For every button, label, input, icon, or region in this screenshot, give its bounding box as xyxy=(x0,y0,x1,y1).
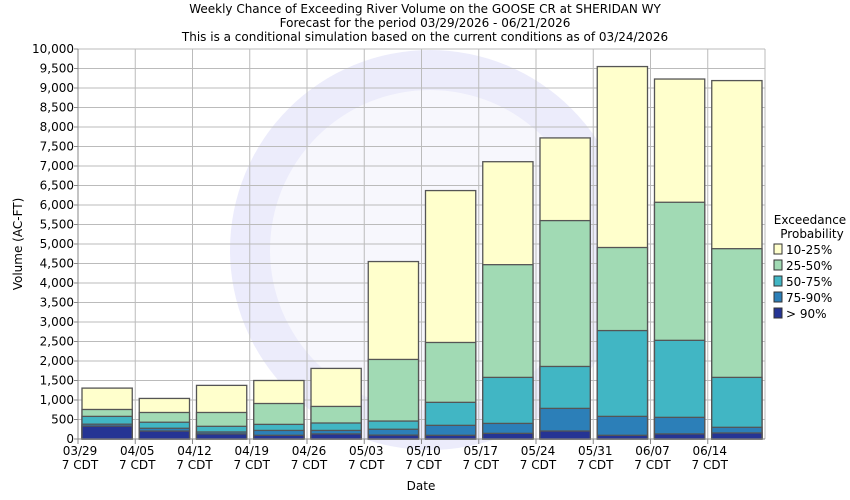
y-tick-label: 1,500 xyxy=(40,374,74,388)
x-tick-label: 05/17 xyxy=(463,444,498,458)
x-tick-label: 05/03 xyxy=(349,444,384,458)
bar-segment--90- xyxy=(711,432,763,440)
legend-label: 10-25% xyxy=(786,243,832,257)
x-tick-label: 04/26 xyxy=(292,444,327,458)
legend-swatch xyxy=(773,291,783,303)
legend-label: 75-90% xyxy=(786,291,832,305)
x-tick-sublabel: 7 CDT xyxy=(634,458,671,472)
x-tick-label: 04/12 xyxy=(177,444,212,458)
x-tick-label: 05/10 xyxy=(406,444,441,458)
x-tick-sublabel: 7 CDT xyxy=(577,458,614,472)
bar-segment--90- xyxy=(138,430,191,440)
x-tick-label: 03/29 xyxy=(63,444,98,458)
x-tick-label: 04/19 xyxy=(234,444,269,458)
y-tick-label: 1,000 xyxy=(40,393,74,407)
bar-segment--90- xyxy=(367,434,420,440)
y-tick-label: 2,500 xyxy=(40,335,74,349)
x-axis-label: Date xyxy=(407,479,436,493)
legend-title-1: Exceedance xyxy=(774,213,846,227)
x-tick-sublabel: 7 CDT xyxy=(234,458,271,472)
x-tick-label: 06/07 xyxy=(635,444,670,458)
legend-label: 25-50% xyxy=(786,259,832,273)
x-tick-label: 06/14 xyxy=(692,444,727,458)
x-tick-label: 05/31 xyxy=(578,444,613,458)
bar-segment--90- xyxy=(310,433,362,440)
x-tick-sublabel: 7 CDT xyxy=(119,458,156,472)
x-tick-sublabel: 7 CDT xyxy=(405,458,442,472)
bar-segment--90- xyxy=(539,430,591,440)
x-tick-sublabel: 7 CDT xyxy=(463,458,500,472)
bar-segment--90- xyxy=(653,433,706,440)
bar-segment--90- xyxy=(195,433,248,440)
y-tick-label: 500 xyxy=(51,413,74,427)
legend-swatch xyxy=(773,307,783,319)
legend-swatch xyxy=(773,275,783,287)
grid xyxy=(78,48,766,440)
x-tick-sublabel: 7 CDT xyxy=(692,458,729,472)
y-tick-label: 6,500 xyxy=(40,179,74,193)
legend-swatch xyxy=(773,259,783,271)
bar-segment--90- xyxy=(596,434,649,440)
y-tick-label: 8,000 xyxy=(40,120,74,134)
y-axis-label: Volume (AC-FT) xyxy=(11,198,25,291)
legend-title-2: Probability xyxy=(780,227,843,241)
axes: 0 500 1,000 1,500 2,000 2,500 3,000 3,500 4,000 4… xyxy=(32,42,765,472)
x-tick-sublabel: 7 CDT xyxy=(176,458,213,472)
x-tick-sublabel: 7 CDT xyxy=(348,458,385,472)
legend-label: > 90% xyxy=(786,307,827,321)
y-tick-label: 2,000 xyxy=(40,354,74,368)
chart-title: Weekly Chance of Exceeding River Volume … xyxy=(189,2,661,16)
bar-segment--90- xyxy=(424,434,477,440)
y-tick-label: 4,000 xyxy=(40,276,74,290)
bar-segment--90- xyxy=(253,434,305,440)
chart-subtitle-2: This is a conditional simulation based o… xyxy=(181,30,668,44)
y-tick-label: 4,500 xyxy=(40,257,74,271)
x-tick-sublabel: 7 CDT xyxy=(291,458,328,472)
legend: Exceedance Probability 10-25% 25-50% 50-75… xyxy=(773,213,846,321)
y-tick-label: 8,500 xyxy=(40,101,74,115)
legend-label: 50-75% xyxy=(786,275,832,289)
x-tick-label: 05/24 xyxy=(521,444,556,458)
y-tick-label: 5,500 xyxy=(40,218,74,232)
y-tick-label: 6,000 xyxy=(40,198,74,212)
bars xyxy=(81,65,763,440)
bar-segment--90- xyxy=(81,425,133,440)
y-tick-label: 10,000 xyxy=(32,42,74,56)
y-tick-label: 3,500 xyxy=(40,296,74,310)
x-tick-label: 04/05 xyxy=(120,444,155,458)
y-tick-label: 3,000 xyxy=(40,315,74,329)
y-tick-label: 7,000 xyxy=(40,159,74,173)
y-tick-label: 5,000 xyxy=(40,237,74,251)
x-tick-sublabel: 7 CDT xyxy=(62,458,99,472)
y-tick-label: 0 xyxy=(66,432,74,446)
x-tick-sublabel: 7 CDT xyxy=(520,458,557,472)
y-tick-label: 9,500 xyxy=(40,62,74,76)
legend-swatch xyxy=(773,243,783,255)
chart-subtitle-1: Forecast for the period 03/29/2026 - 06/… xyxy=(280,16,571,30)
bar-segment--90- xyxy=(482,432,534,440)
y-tick-label: 7,500 xyxy=(40,140,74,154)
y-tick-label: 9,000 xyxy=(40,81,74,95)
